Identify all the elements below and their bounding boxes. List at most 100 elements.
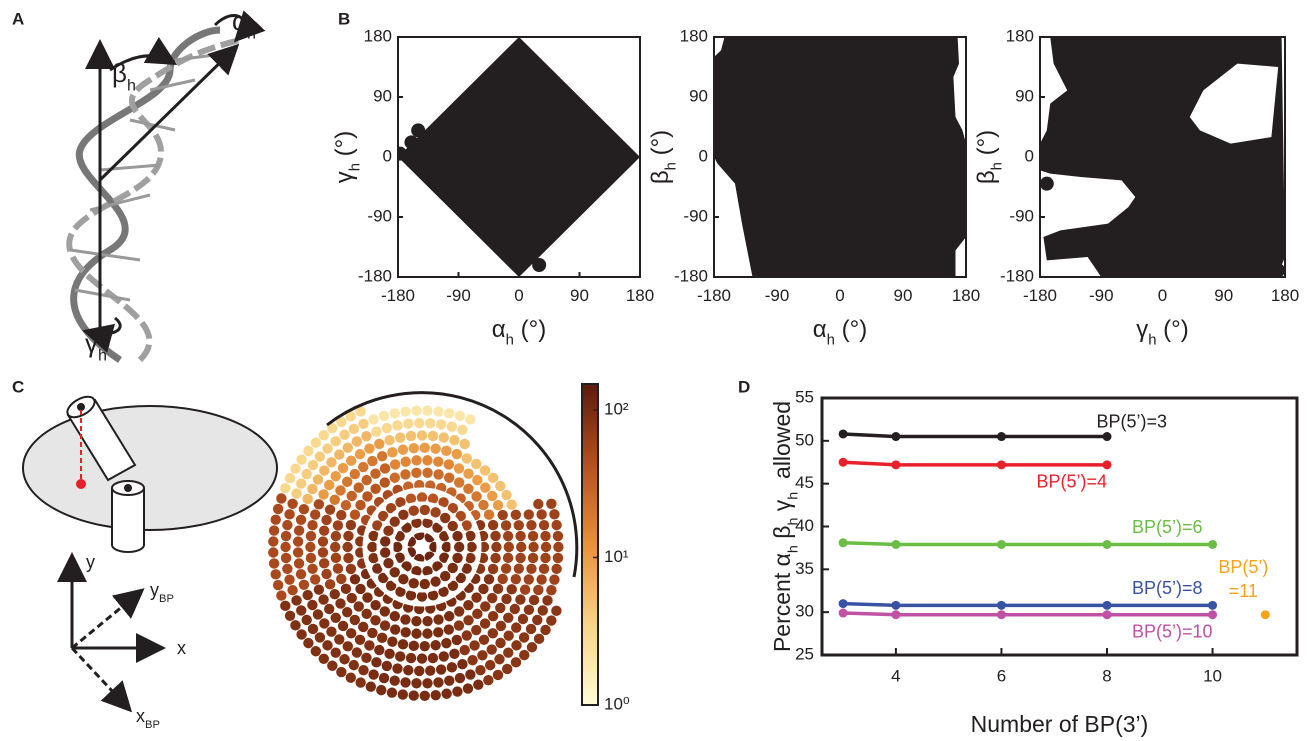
heat-dot (272, 579, 284, 591)
series-point (1208, 610, 1218, 620)
alpha-label-part: α (232, 6, 247, 36)
heat-dot (291, 595, 302, 606)
y-tick-label: 0 (383, 146, 392, 165)
heat-dot (368, 669, 379, 680)
series-label: BP(5’)=10 (1132, 621, 1213, 641)
heat-dot (459, 438, 470, 450)
heat-dot (351, 647, 363, 658)
heat-dot (405, 652, 417, 664)
heat-dot (408, 578, 419, 589)
y-tick-label: 50 (795, 430, 814, 449)
heat-dot (376, 684, 387, 696)
heat-dot (389, 408, 400, 419)
heat-dot (487, 563, 499, 575)
heat-dot (392, 663, 403, 674)
heat-dot (310, 509, 321, 520)
y-tick-label: -90 (1009, 206, 1034, 225)
heat-dot (282, 563, 293, 575)
panel-label: B (338, 9, 350, 28)
heat-dot (492, 669, 504, 681)
ring-line (376, 501, 468, 593)
heat-dot (501, 593, 512, 605)
x-tick-label: 0 (835, 286, 844, 305)
ring-line (362, 487, 482, 607)
heat-dot (355, 583, 366, 595)
heat-dot (343, 552, 354, 564)
gamma-label-part: γ (85, 328, 98, 358)
heat-dot (358, 621, 369, 633)
y-axis-label-part: γ (331, 171, 358, 183)
axis-ybp-label-sub: BP (159, 593, 174, 605)
heat-dot (433, 406, 444, 417)
heat-dot (419, 690, 430, 701)
helix-diagram (66, 10, 266, 363)
heat-dot (341, 606, 353, 618)
heat-dot (346, 628, 357, 639)
y-tick-label: 55 (795, 387, 814, 406)
heat-dot (292, 536, 304, 547)
y-tick-label: 180 (364, 26, 392, 45)
heat-dot (533, 633, 545, 645)
heat-dot (463, 615, 474, 626)
series-point (838, 457, 848, 467)
heat-dot (479, 618, 491, 629)
heat-dot (343, 530, 354, 542)
heat-dot (408, 442, 420, 454)
y-axis-label: Percent αh βh γh allowed (769, 401, 801, 652)
y-axis-label-sub: h (785, 518, 801, 526)
heat-dot (327, 423, 338, 434)
heat-dot (483, 574, 495, 585)
heat-dot (414, 417, 425, 429)
heat-dot (459, 644, 470, 656)
heat-dot (546, 584, 557, 596)
heat-dot (503, 647, 514, 658)
series-point (996, 600, 1006, 610)
x-axis-label-sub: h (506, 333, 514, 349)
heat-dot (538, 563, 550, 575)
heat-dot (330, 530, 342, 542)
heat-dot (462, 683, 474, 694)
y-tick-label: 45 (795, 473, 814, 492)
alpha-label-sub: h (247, 24, 256, 42)
heat-dot (443, 472, 455, 483)
cylinder-diagram (22, 395, 278, 713)
heat-dot (495, 620, 507, 632)
series-point (838, 608, 848, 618)
heat-dot (318, 653, 330, 664)
beta-label-sub: h (127, 76, 136, 94)
heat-dot (317, 536, 329, 547)
heat-dot (487, 610, 499, 622)
heat-dot (523, 574, 534, 585)
heat-dot (276, 590, 287, 601)
heat-dot (416, 653, 428, 664)
heat-dot (403, 418, 414, 429)
heat-dot (310, 437, 322, 448)
heat-dot (480, 482, 491, 493)
heat-dot (330, 541, 341, 553)
region-point (735, 160, 749, 174)
heat-dot (416, 492, 428, 503)
heat-dot (523, 604, 535, 615)
heat-dot (319, 465, 330, 476)
heat-dot (455, 572, 466, 584)
heat-dot (339, 429, 350, 440)
series-point (1102, 610, 1112, 620)
heat-dot (472, 474, 483, 486)
heat-dot (381, 660, 393, 672)
heat-dot (314, 451, 326, 462)
heat-dot (302, 493, 313, 505)
x-tick-label: -90 (765, 286, 790, 305)
heat-dot (487, 472, 499, 484)
heat-dot (397, 639, 409, 650)
heat-dot (379, 620, 391, 631)
heat-dot (411, 405, 422, 416)
heat-dot (389, 516, 400, 527)
heat-dot (395, 651, 406, 662)
heat-dot (307, 563, 318, 574)
heat-dot (291, 488, 302, 499)
heat-dot (487, 490, 498, 502)
y-tick-label: -180 (1000, 266, 1034, 285)
colorbar (581, 383, 599, 706)
heat-dot (368, 530, 379, 542)
y-tick-label: -180 (674, 266, 708, 285)
